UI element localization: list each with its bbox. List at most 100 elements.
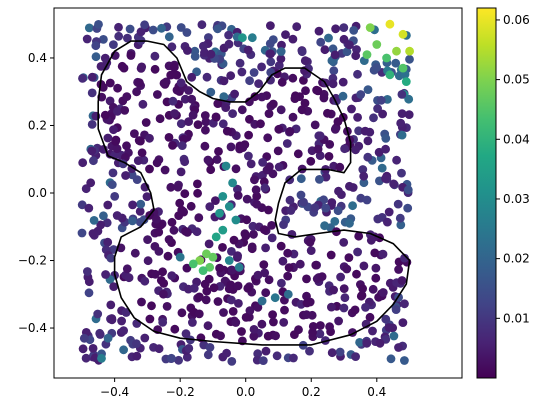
scatter-point [382, 53, 391, 63]
scatter-point [113, 83, 122, 93]
scatter-point [261, 288, 271, 298]
scatter-point [167, 42, 177, 52]
scatter-point [234, 262, 244, 272]
scatter-point [205, 202, 215, 212]
scatter-point [224, 30, 234, 40]
scatter-point [292, 22, 302, 32]
scatter-point [265, 39, 275, 48]
scatter-point [218, 192, 228, 201]
scatter-point [209, 283, 219, 293]
scatter-point [363, 152, 373, 162]
scatter-point [176, 23, 186, 32]
scatter-point [282, 139, 292, 148]
scatter-point [325, 140, 335, 149]
scatter-point [375, 338, 385, 348]
scatter-point [307, 310, 317, 320]
tick-label: −0.2 [18, 254, 47, 268]
scatter-point [339, 23, 349, 32]
scatter-point [216, 331, 226, 341]
scatter-point [201, 117, 211, 127]
scatter-point [233, 191, 243, 200]
scatter-point [254, 79, 263, 88]
scatter-point [263, 133, 273, 143]
scatter-point [274, 61, 284, 70]
scatter-point [121, 171, 130, 180]
tick-label: −0.2 [166, 385, 195, 399]
tick-label: 0.0 [28, 186, 47, 200]
scatter-point [137, 148, 147, 158]
scatter-point [145, 133, 154, 143]
scatter-point [111, 137, 120, 146]
scatter-point [241, 231, 251, 241]
scatter-point [97, 354, 106, 363]
scatter-point [310, 203, 320, 213]
scatter-point [202, 249, 211, 259]
scatter-point [257, 92, 267, 102]
scatter-point [109, 40, 118, 49]
scatter-point [113, 107, 122, 116]
scatter-point [190, 52, 200, 61]
scatter-point [258, 356, 268, 365]
scatter-point [84, 23, 94, 33]
scatter-point [201, 295, 211, 305]
scatter-point [99, 211, 108, 221]
scatter-point [143, 256, 153, 266]
scatter-point [215, 263, 225, 273]
scatter-point [344, 253, 354, 262]
scatter-point [229, 235, 239, 245]
scatter-point [381, 134, 391, 143]
scatter-point [378, 109, 387, 119]
scatter-point [153, 90, 162, 99]
scatter-point [189, 283, 199, 293]
scatter-point [381, 174, 390, 183]
scatter-point [195, 256, 205, 265]
scatter-point [256, 119, 265, 129]
scatter-point [368, 284, 378, 294]
scatter-point [297, 47, 307, 57]
scatter-point [283, 289, 293, 299]
scatter-point [357, 291, 367, 300]
scatter-point [155, 114, 165, 124]
scatter-point [269, 317, 278, 327]
scatter-point [393, 199, 403, 209]
scatter-point [339, 238, 349, 247]
scatter-point [87, 146, 97, 156]
scatter-point [245, 76, 255, 86]
scatter-point [224, 284, 234, 294]
scatter-point [356, 90, 366, 99]
scatter-point [211, 112, 221, 122]
scatter-point [168, 96, 178, 106]
scatter-point [389, 331, 399, 341]
scatter-point [353, 113, 362, 122]
scatter-point [250, 175, 259, 185]
scatter-point [180, 189, 190, 199]
scatter-point [388, 323, 398, 333]
scatter-point [289, 353, 298, 363]
scatter-point [371, 273, 381, 283]
scatter-point [167, 217, 177, 227]
scatter-point [354, 231, 364, 241]
scatter-point [205, 262, 215, 272]
scatter-point [335, 347, 345, 357]
scatter-point [331, 24, 340, 34]
scatter-point [77, 200, 87, 210]
scatter-point [321, 203, 331, 213]
scatter-point [327, 348, 337, 358]
scatter-point [280, 305, 289, 315]
scatter-point [330, 124, 340, 134]
scatter-point [211, 196, 220, 206]
scatter-point [237, 67, 247, 77]
tick-label: 0.4 [367, 385, 386, 399]
scatter-point [221, 161, 231, 171]
scatter-point [339, 284, 349, 293]
scatter-point [180, 94, 190, 104]
scatter-point [140, 333, 150, 343]
scatter-point [397, 276, 407, 285]
scatter-point [99, 35, 108, 44]
scatter-point [339, 34, 349, 44]
scatter-point [224, 202, 234, 211]
scatter-point [122, 92, 132, 101]
scatter-point [132, 351, 142, 361]
scatter-point [266, 57, 276, 67]
scatter-point [114, 31, 124, 41]
